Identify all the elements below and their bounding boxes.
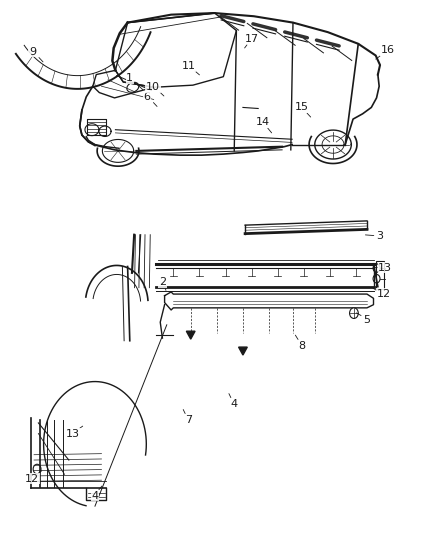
Text: 1: 1 <box>126 73 133 83</box>
Polygon shape <box>186 331 195 339</box>
Text: 9: 9 <box>29 47 36 56</box>
Text: 13: 13 <box>66 429 80 439</box>
Text: 16: 16 <box>381 45 395 55</box>
Text: 13: 13 <box>378 263 392 272</box>
Text: 10: 10 <box>146 82 160 92</box>
Polygon shape <box>239 347 247 355</box>
Text: 5: 5 <box>364 314 371 325</box>
Text: 7: 7 <box>185 415 192 425</box>
Circle shape <box>350 308 358 318</box>
Text: 8: 8 <box>298 341 305 351</box>
Text: 6: 6 <box>144 92 151 102</box>
Text: 17: 17 <box>244 34 259 44</box>
Text: 15: 15 <box>295 102 309 112</box>
Text: 14: 14 <box>255 117 269 127</box>
Text: 12: 12 <box>25 474 39 483</box>
Text: 4: 4 <box>92 490 99 500</box>
Text: 3: 3 <box>377 231 384 241</box>
Text: 12: 12 <box>376 289 391 299</box>
Text: 11: 11 <box>181 61 195 71</box>
Text: 2: 2 <box>159 277 166 287</box>
Text: 4: 4 <box>231 399 238 409</box>
